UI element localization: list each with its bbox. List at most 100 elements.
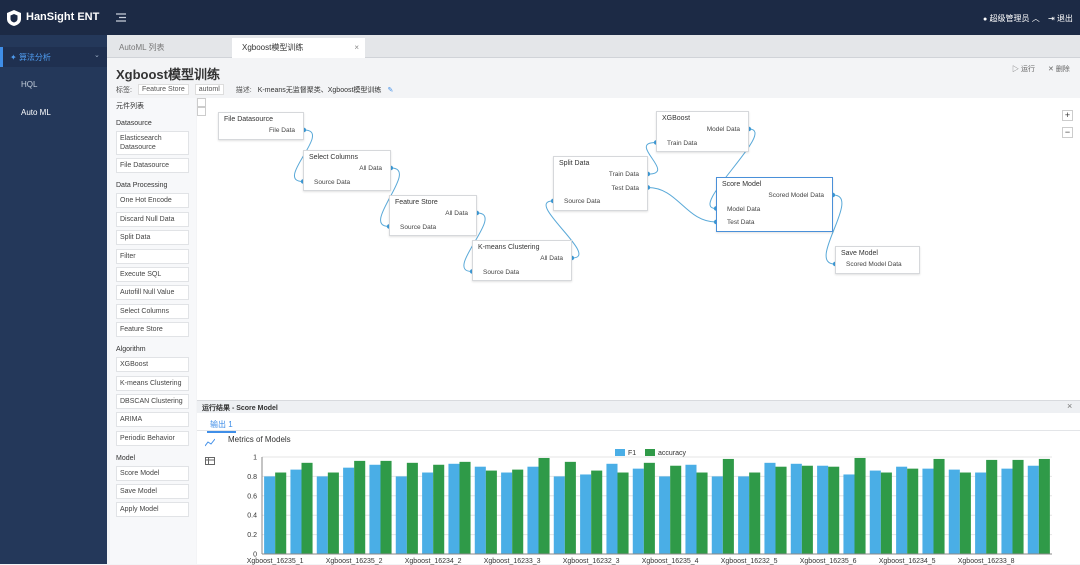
tab-label: Xgboost模型训练 xyxy=(242,43,304,52)
results-close[interactable]: × xyxy=(1067,401,1073,411)
menu-toggle[interactable] xyxy=(116,13,126,22)
component[interactable]: XGBoost xyxy=(116,357,189,373)
legend-swatch xyxy=(645,449,655,456)
component[interactable]: Score Model xyxy=(116,465,189,481)
flow-node[interactable]: K-means Clustering All Data Source Data xyxy=(472,240,572,281)
nav-item[interactable]: HQL xyxy=(21,80,38,89)
flow-node[interactable]: Split Data Train Data Test Data Source Data xyxy=(553,156,648,211)
component[interactable]: DBSCAN Clustering xyxy=(116,393,189,409)
view-icons[interactable] xyxy=(205,438,215,466)
delete-button[interactable]: ✕ 删除 xyxy=(1048,66,1070,73)
chart-title: Metrics of Models xyxy=(228,435,291,444)
sidebar: ✦ 算法分析 ⌄ HQL Auto ML xyxy=(0,35,107,564)
logout[interactable]: ⇥ 退出 xyxy=(1048,14,1073,23)
x-tick-label: Xgboost_16235_2 xyxy=(326,558,383,565)
bar xyxy=(869,470,881,554)
bar xyxy=(643,462,655,554)
flow-node[interactable]: File Datasource File Data xyxy=(218,112,304,140)
x-tick-label: Xgboost_16233_3 xyxy=(484,558,541,565)
tab[interactable]: AutoML 列表 xyxy=(119,43,165,52)
output-port: File Data xyxy=(268,127,295,134)
flow-node[interactable]: Select Columns All Data Source Data xyxy=(303,150,391,191)
zoom-in[interactable]: + xyxy=(1062,110,1073,121)
component[interactable]: Execute SQL xyxy=(116,266,189,282)
component-group: Algorithm xyxy=(116,346,146,354)
bar xyxy=(659,476,671,554)
component[interactable]: Discard Null Data xyxy=(116,211,189,227)
bar xyxy=(606,463,618,554)
component[interactable]: File Datasource xyxy=(116,158,189,174)
output-port: Model Data xyxy=(706,126,740,133)
edge xyxy=(825,194,843,265)
meta-row: 标签: Feature Store automl 描述: K-means无监督聚… xyxy=(116,84,394,95)
bar xyxy=(948,469,960,554)
edge xyxy=(545,200,580,259)
tag: Feature Store xyxy=(137,84,189,95)
node-action xyxy=(197,107,206,116)
output-port: Scored Model Data xyxy=(768,192,824,199)
bar xyxy=(380,460,392,554)
x-tick-label: Xgboost_16235_4 xyxy=(642,558,699,565)
x-tick-label: Xgboost_16235_6 xyxy=(800,558,857,565)
component-group: Data Processing xyxy=(116,182,168,190)
y-tick-label: 0 xyxy=(253,552,257,559)
bar xyxy=(433,464,445,554)
run-button[interactable]: ▷ 运行 xyxy=(1012,66,1035,73)
component[interactable]: One Hot Encode xyxy=(116,193,189,209)
component[interactable]: K-means Clustering xyxy=(116,375,189,391)
component[interactable]: Apply Model xyxy=(116,502,189,518)
component[interactable]: Save Model xyxy=(116,484,189,500)
nav-section-label: 算法分析 xyxy=(18,53,51,62)
bar xyxy=(264,476,276,554)
nav-section[interactable]: ✦ 算法分析 xyxy=(10,53,51,62)
bar xyxy=(828,466,840,554)
bar xyxy=(316,476,328,554)
flow-node[interactable]: XGBoost Model Data Train Data xyxy=(656,111,749,152)
bar xyxy=(711,476,723,554)
results-title: 运行结果 - Score Model xyxy=(202,405,278,412)
bar xyxy=(1038,458,1050,554)
bar xyxy=(354,460,366,554)
component[interactable]: Autofill Null Value xyxy=(116,285,189,301)
legend-label: F1 xyxy=(628,450,636,457)
logo: HanSight ENT xyxy=(26,11,100,23)
node-title: Select Columns xyxy=(309,154,359,161)
nav-item[interactable]: Auto ML xyxy=(21,108,51,117)
results-panel: 运行结果 - Score Model × 输出 1 Metrics of Mod… xyxy=(197,400,1080,565)
bar xyxy=(474,466,486,554)
bar xyxy=(775,466,787,554)
flow-node[interactable]: Feature Store All Data Source Data xyxy=(389,195,477,236)
output-port: All Data xyxy=(359,165,382,172)
component[interactable]: ARIMA xyxy=(116,412,189,428)
input-port: Source Data xyxy=(483,268,520,276)
tab-active[interactable]: Xgboost模型训练 × xyxy=(232,38,365,58)
component[interactable]: Feature Store xyxy=(116,322,189,338)
bar xyxy=(395,476,407,554)
flow-node[interactable]: Save Model Scored Model Data xyxy=(835,246,920,274)
tags-label: 标签: xyxy=(116,86,132,94)
component[interactable]: Select Columns xyxy=(116,303,189,319)
y-tick-label: 1 xyxy=(253,455,257,462)
component[interactable]: Filter xyxy=(116,248,189,264)
flow-canvas: + − File Datasource File Data Select Colum… xyxy=(197,98,1080,400)
bar xyxy=(749,472,761,554)
bar xyxy=(843,474,855,554)
node-title: Score Model xyxy=(722,181,762,188)
bar xyxy=(553,476,565,554)
x-tick-label: Xgboost_16234_2 xyxy=(405,558,462,565)
component[interactable]: Elasticsearch Datasource xyxy=(116,131,189,155)
edge xyxy=(645,142,659,175)
component[interactable]: Split Data xyxy=(116,230,189,246)
output-port: Train Data xyxy=(608,171,639,178)
bar xyxy=(933,458,945,554)
bar xyxy=(501,472,513,554)
output-tab[interactable]: 输出 1 xyxy=(207,419,236,433)
flow-node[interactable]: Score Model Scored Model Data Model Data Te… xyxy=(716,177,833,232)
input-port: Source Data xyxy=(400,223,437,231)
zoom-out[interactable]: − xyxy=(1062,127,1073,138)
component[interactable]: Periodic Behavior xyxy=(116,430,189,446)
user-menu[interactable]: ● 超级管理员 ︿ xyxy=(983,14,1040,23)
bar xyxy=(343,467,355,554)
input-port: Source Data xyxy=(564,198,601,205)
input-port: Model Data xyxy=(727,205,761,213)
